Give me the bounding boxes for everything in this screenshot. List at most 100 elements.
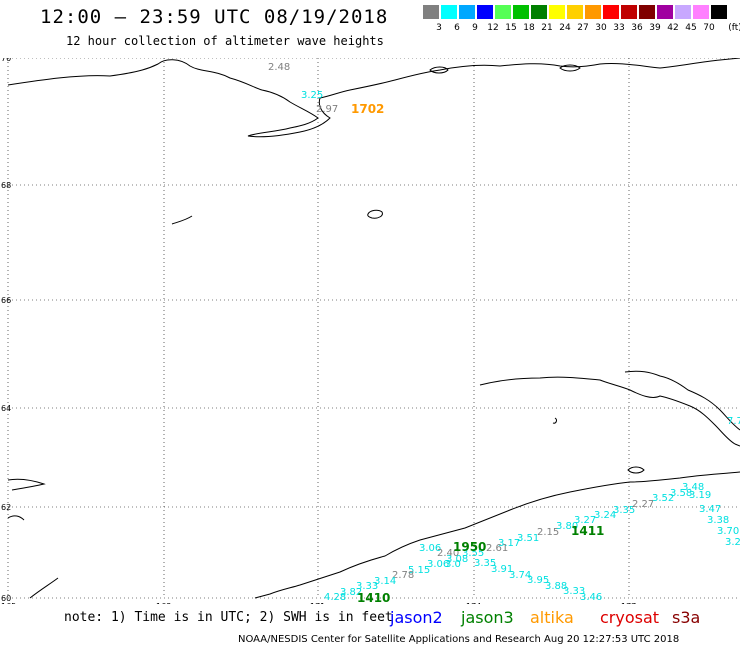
wave-value: 3.2 [725, 537, 740, 548]
scale-label: 6 [454, 23, 460, 33]
lat-label-66: 66 [1, 296, 11, 305]
legend-jason3: jason3 [461, 608, 514, 627]
track-times: 1702 1950 1411 1410 [351, 102, 604, 604]
island-small-1 [429, 66, 449, 74]
island-pribilof [627, 466, 645, 474]
wave-value: 3.58 [670, 488, 692, 499]
wave-value: 2.40 [437, 548, 459, 559]
scale-swatch [423, 5, 439, 19]
scale-label: 3 [436, 23, 442, 33]
wave-value: 2.15 [537, 527, 559, 538]
wave-value: 3.35 [474, 558, 496, 569]
wave-value: 3.48 [682, 482, 704, 493]
scale-label: 70 [703, 23, 715, 33]
lon-labels: 165 168 171 174 177 [1, 602, 636, 604]
wave-value: 3.17 [498, 538, 520, 549]
scale-swatch [567, 5, 583, 19]
lat-label-68: 68 [1, 181, 11, 190]
footnote: note: 1) Time is in UTC; 2) SWH is in fe… [64, 610, 393, 625]
scale-unit: (ft) [728, 23, 740, 33]
lat-label-60: 60 [1, 594, 11, 603]
scale-label: 18 [523, 23, 535, 33]
scale-label: 27 [577, 23, 589, 33]
scale-label: 12 [487, 23, 499, 33]
wave-value: 3.51 [517, 533, 539, 544]
wave-value: 3.14 [374, 576, 396, 587]
track-time-jason3: 1410 [357, 591, 390, 604]
credit-line: NOAA/NESDIS Center for Satellite Applica… [238, 634, 680, 645]
scale-swatch [675, 5, 691, 19]
wave-value: 3.82 [340, 587, 362, 598]
wave-value: 3.95 [527, 575, 549, 586]
graticule [7, 58, 740, 599]
coastline-alaska-inner [624, 370, 740, 431]
wave-value: 3.52 [652, 493, 674, 504]
wave-value: 3.27 [574, 515, 596, 526]
wave-value: 5.15 [408, 565, 430, 576]
legend-altika: altika [530, 608, 574, 627]
legend-jason2: jason2 [390, 608, 443, 627]
scale-label: 42 [667, 23, 679, 33]
lat-labels: 70 68 66 64 62 60 [1, 58, 11, 603]
track-time-jason3: 1411 [571, 524, 604, 538]
island-small-west [171, 215, 193, 225]
map-canvas: 70 68 66 64 62 60 165 168 171 174 177 2.… [1, 58, 740, 604]
legend-cryosat: cryosat [600, 608, 660, 627]
lon-label-171: 171 [310, 602, 325, 604]
wave-value: 3.33 [356, 581, 378, 592]
coastlines [7, 58, 740, 599]
wave-value: 3.80 [556, 521, 578, 532]
track-time-altika: 1702 [351, 102, 384, 116]
island-nunivak-fragment [552, 417, 557, 424]
lon-label-168: 168 [156, 602, 171, 604]
scale-swatch [549, 5, 565, 19]
scale-swatch [621, 5, 637, 19]
scale-swatch [711, 5, 727, 19]
lon-label-177: 177 [621, 602, 636, 604]
wave-value: 7.7 [727, 416, 740, 427]
wave-value: 4.28 [324, 592, 346, 603]
scale-label: 30 [595, 23, 607, 33]
island-small-2 [559, 64, 581, 72]
coastline-alaska-west [479, 376, 740, 447]
scale-swatch [513, 5, 529, 19]
wave-value: 2.97 [316, 104, 338, 115]
scale-swatch [441, 5, 457, 19]
lon-label-165: 165 [1, 602, 16, 604]
wave-value: 3.70 [717, 526, 739, 537]
lat-label-64: 64 [1, 404, 11, 413]
wave-value: 3.47 [699, 504, 721, 515]
scale-swatch [693, 5, 709, 19]
scale-label: 24 [559, 23, 571, 33]
wave-height-values: 2.48 3.25 2.97 3.06 2.40 3.08 3.55 2.61 … [268, 62, 740, 603]
wave-value: 3.91 [491, 564, 513, 575]
scale-swatch [639, 5, 655, 19]
wave-value: 3.55 [462, 548, 484, 559]
scale-swatch [531, 5, 547, 19]
wave-value: 3.19 [689, 490, 711, 501]
scale-swatch [495, 5, 511, 19]
wave-value: 3.38 [707, 515, 729, 526]
wave-value: 3.06 [427, 559, 449, 570]
wave-value: 3.24 [594, 510, 616, 521]
wave-value: 3.74 [509, 570, 531, 581]
scale-label: 15 [505, 23, 517, 33]
coastline-north [7, 58, 740, 138]
scale-label: 21 [541, 23, 553, 33]
scale-swatch [459, 5, 475, 19]
wave-value: 3.06 [419, 543, 441, 554]
scale-swatch [603, 5, 619, 19]
coastline-sw-2 [7, 515, 25, 521]
page-subtitle: 12 hour collection of altimeter wave hei… [66, 34, 384, 48]
scale-swatch [477, 5, 493, 19]
page-title: 12:00 – 23:59 UTC 08/19/2018 [40, 6, 389, 28]
lon-label-174: 174 [466, 602, 481, 604]
lat-label-70: 70 [1, 58, 11, 63]
scale-label: 45 [685, 23, 697, 33]
wave-value: 2.78 [392, 570, 414, 581]
coastline-bristol [254, 471, 740, 599]
scale-swatch [657, 5, 673, 19]
legend-s3a: s3a [672, 608, 701, 627]
wave-value: 3.88 [545, 581, 567, 592]
